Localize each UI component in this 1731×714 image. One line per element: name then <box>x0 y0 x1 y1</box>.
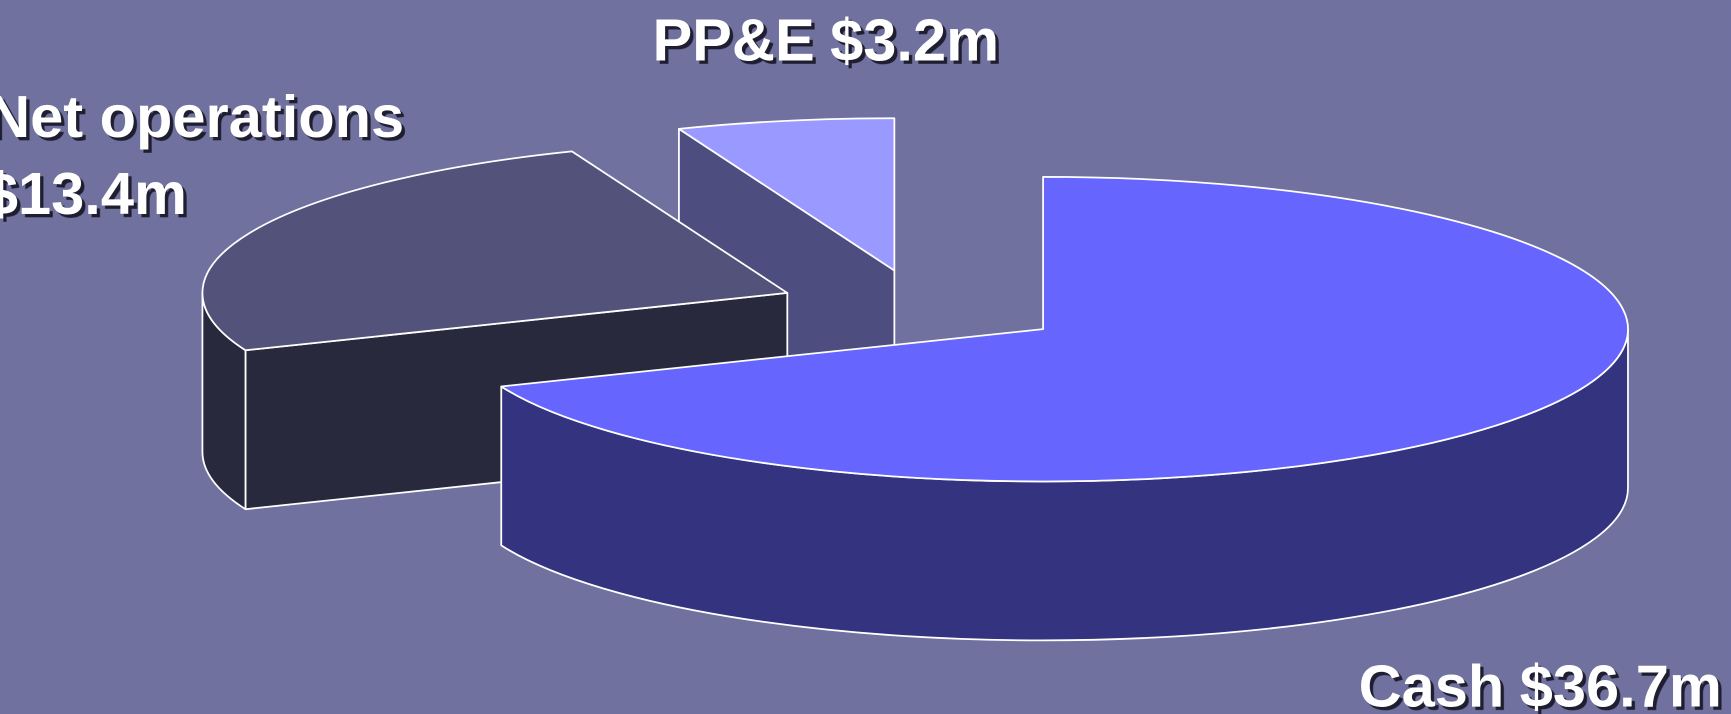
slice-label: Cash $36.7m <box>1359 652 1722 714</box>
slice-label: Net operations <box>0 83 404 150</box>
pie <box>201 117 1629 642</box>
label-value: $3.2m <box>830 7 999 74</box>
label-name: PP&E <box>652 7 814 74</box>
label-name: Cash <box>1359 652 1505 714</box>
slice <box>678 117 896 272</box>
slice <box>500 175 1629 483</box>
label-value: $36.7m <box>1520 652 1722 714</box>
slice <box>201 150 789 352</box>
slice-label: PP&E $3.2m <box>652 7 999 74</box>
slice-label: $13.4m <box>0 160 187 227</box>
